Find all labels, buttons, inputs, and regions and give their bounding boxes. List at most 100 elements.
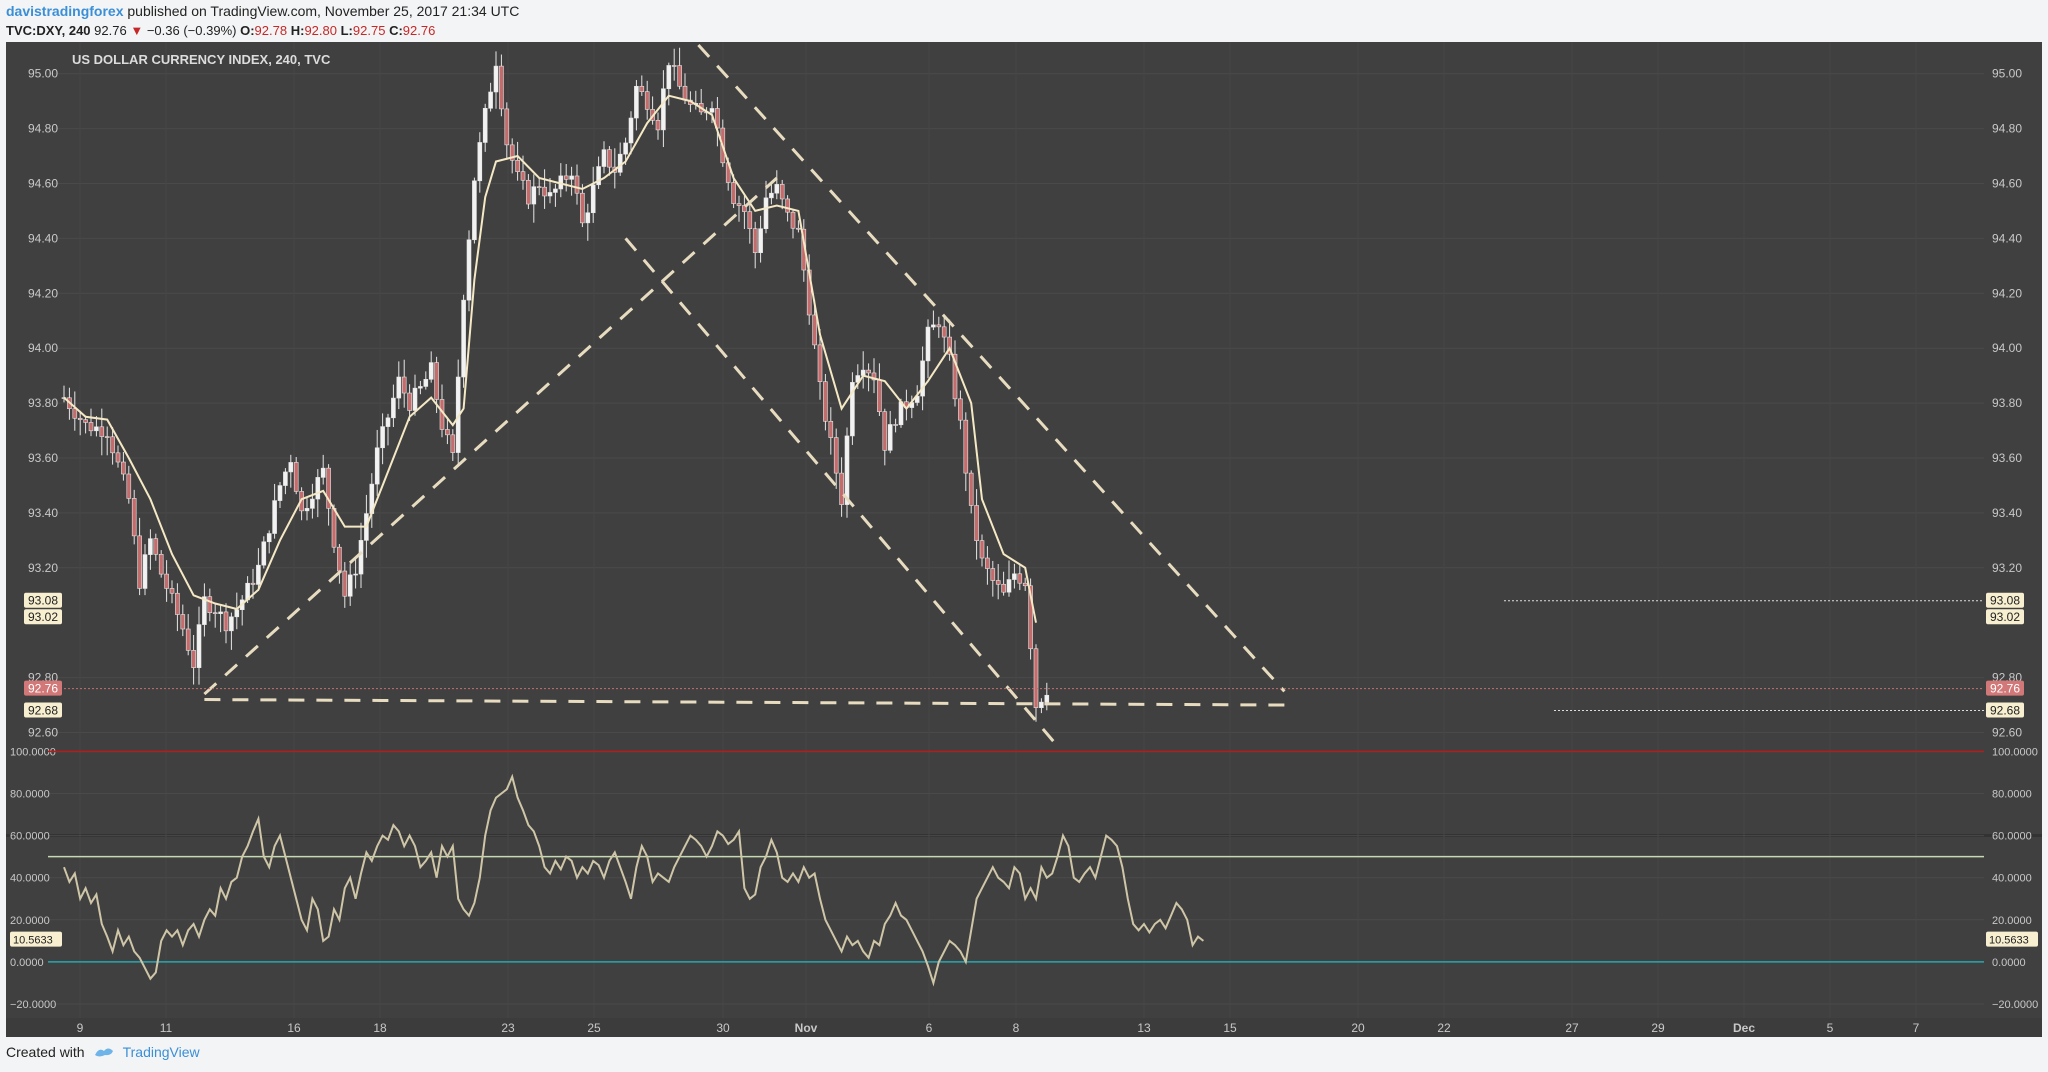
high-value: 92.80 xyxy=(304,23,337,38)
candle-body xyxy=(1039,701,1044,708)
candle xyxy=(131,489,137,545)
candle-body xyxy=(207,596,213,613)
price-tick-label-right: 94.20 xyxy=(1992,286,2022,300)
candle xyxy=(445,416,450,445)
osc-tick-label-right: 40.0000 xyxy=(1992,873,2032,885)
candle xyxy=(353,556,358,589)
candle xyxy=(634,79,639,131)
candle-body xyxy=(434,362,439,400)
chart-area[interactable]: 95.2095.2095.0095.0094.8094.8094.6094.60… xyxy=(6,42,2042,1037)
candle xyxy=(272,483,277,539)
candle-body xyxy=(666,65,672,90)
candle-body xyxy=(202,596,207,625)
candle-body xyxy=(180,614,186,630)
candle xyxy=(796,220,801,233)
author-link[interactable]: davistradingforex xyxy=(6,3,124,19)
candle-body xyxy=(995,580,1001,585)
candle xyxy=(347,563,353,606)
chart-title: US DOLLAR CURRENCY INDEX, 240, TVC xyxy=(72,52,331,67)
candle-body xyxy=(488,91,493,109)
candle-body xyxy=(266,533,272,543)
candle-body xyxy=(158,554,164,575)
candle-body xyxy=(191,650,196,668)
candle xyxy=(482,103,488,152)
candle-body xyxy=(126,473,132,499)
candle-body xyxy=(320,467,326,478)
candle xyxy=(590,166,596,223)
candle xyxy=(758,215,763,263)
price-tick-label-right: 94.00 xyxy=(1992,341,2022,355)
candle xyxy=(450,429,456,461)
tradingview-brand-link[interactable]: TradingView xyxy=(122,1044,200,1060)
candle-body xyxy=(526,179,531,205)
candle xyxy=(887,410,893,454)
osc-tick-label-left: 100.0000 xyxy=(10,746,56,758)
candle xyxy=(504,102,510,160)
time-tick-label: 8 xyxy=(1013,1021,1020,1035)
candle-body xyxy=(574,175,580,194)
high-label: H: xyxy=(290,23,305,38)
candle-body xyxy=(553,188,558,193)
price-tick-label-right: 94.80 xyxy=(1992,122,2022,136)
candle-body xyxy=(790,211,796,229)
candle-body xyxy=(331,508,337,548)
candle-body xyxy=(477,142,483,182)
candle-body xyxy=(547,192,553,197)
candle xyxy=(277,481,283,508)
candle xyxy=(893,418,898,433)
price-label-left: 93.02 xyxy=(28,610,58,624)
candle-body xyxy=(412,387,418,411)
candle xyxy=(412,374,418,416)
candle xyxy=(666,62,672,106)
candle xyxy=(218,604,223,633)
tradingview-logo-icon xyxy=(94,1048,113,1057)
candle-body xyxy=(461,299,466,378)
candle xyxy=(391,384,396,428)
candle xyxy=(628,111,634,155)
candle-body xyxy=(77,417,83,420)
candle xyxy=(180,604,186,637)
candle-body xyxy=(1033,648,1039,708)
candle-body xyxy=(396,376,402,399)
candle-body xyxy=(509,144,515,161)
candle xyxy=(990,560,996,597)
candle-body xyxy=(736,203,742,206)
candle-body xyxy=(218,611,223,614)
candle-body xyxy=(952,353,958,400)
candle-body xyxy=(1017,573,1023,584)
candle xyxy=(1039,698,1044,714)
osc-tick-label-left: 80.0000 xyxy=(10,789,50,801)
candle-body xyxy=(423,379,429,387)
candle-body xyxy=(882,411,888,451)
candle-body xyxy=(337,546,342,572)
candle xyxy=(763,180,769,234)
candle-body xyxy=(634,85,639,119)
candle-body xyxy=(1012,573,1017,580)
price-tick-label-left: 94.00 xyxy=(28,341,58,355)
candle xyxy=(374,429,380,496)
candle xyxy=(747,202,753,244)
candle-body xyxy=(936,324,942,328)
candle-body xyxy=(148,538,153,555)
time-tick-label: 20 xyxy=(1351,1021,1365,1035)
candle-body xyxy=(169,588,175,594)
candle-body xyxy=(785,198,790,213)
time-tick-label: 18 xyxy=(373,1021,387,1035)
price-label-box-left xyxy=(24,592,62,608)
candle xyxy=(396,361,402,410)
price-tick-label-right: 93.40 xyxy=(1992,506,2022,520)
candle-body xyxy=(817,344,823,383)
candle xyxy=(488,82,493,112)
osc-tick-label-left: −20.0000 xyxy=(10,999,56,1011)
time-tick-label: 29 xyxy=(1651,1021,1665,1035)
candle xyxy=(596,156,601,189)
close-label: C: xyxy=(389,23,403,38)
candle xyxy=(88,408,94,437)
ohlc-legend: TVC:DXY, 240 92.76 ▼ −0.36 (−0.39%) O:92… xyxy=(6,21,2036,40)
price-tick-label-right: 93.20 xyxy=(1992,561,2022,575)
candle xyxy=(288,454,294,488)
candle-body xyxy=(844,435,850,505)
candle xyxy=(515,141,520,181)
chart-header: davistradingforex published on TradingVi… xyxy=(6,2,2036,40)
candle-body xyxy=(644,91,650,110)
